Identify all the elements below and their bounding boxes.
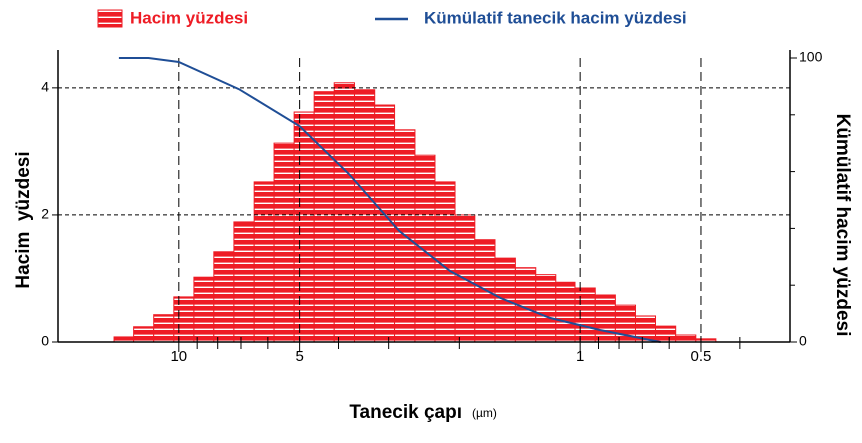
y2-axis-label: Kümülatif hacim yüzdesi bbox=[832, 114, 853, 337]
legend-label: Kümülatif tanecik hacim yüzdesi bbox=[424, 8, 687, 27]
legend-swatch bbox=[97, 9, 123, 28]
x-tick-label: 0.5 bbox=[691, 348, 712, 365]
bar bbox=[213, 251, 235, 343]
bars bbox=[113, 82, 717, 343]
bar bbox=[535, 274, 557, 343]
bar bbox=[113, 336, 135, 343]
bar bbox=[333, 82, 355, 343]
bar bbox=[173, 296, 195, 343]
bar bbox=[253, 181, 275, 343]
bar bbox=[273, 142, 295, 343]
bar bbox=[655, 325, 677, 343]
bar bbox=[675, 334, 697, 343]
legend-label: Hacim yüzdesi bbox=[130, 8, 248, 27]
bar bbox=[474, 239, 496, 343]
bar bbox=[233, 221, 255, 343]
y2-tick-label: 100 bbox=[799, 49, 823, 65]
bar bbox=[353, 89, 376, 343]
cumulative-line bbox=[118, 57, 661, 343]
x-tick-label: 10 bbox=[170, 348, 187, 365]
y-tick-label: 4 bbox=[41, 79, 49, 95]
bar bbox=[594, 294, 616, 343]
y2-tick-label: 0 bbox=[799, 333, 807, 349]
x-tick-label: 1 bbox=[576, 348, 584, 365]
bar bbox=[193, 276, 215, 343]
x-tick-label: 5 bbox=[295, 348, 303, 365]
bar bbox=[574, 287, 596, 343]
bar bbox=[293, 111, 315, 343]
x-axis-label: Tanecik çapı bbox=[349, 402, 462, 423]
legend: Hacim yüzdesi Kümülatif tanecik hacim yü… bbox=[97, 8, 687, 28]
bar bbox=[153, 314, 175, 343]
bar bbox=[133, 326, 155, 343]
bar bbox=[313, 91, 335, 343]
y-tick-label: 2 bbox=[41, 206, 49, 222]
y-axis-label: Hacim yüzdesi bbox=[13, 151, 34, 288]
x-axis-unit: (µm) bbox=[472, 406, 497, 420]
bar bbox=[555, 281, 576, 343]
bar bbox=[414, 154, 436, 343]
y-tick-label: 0 bbox=[41, 333, 49, 349]
